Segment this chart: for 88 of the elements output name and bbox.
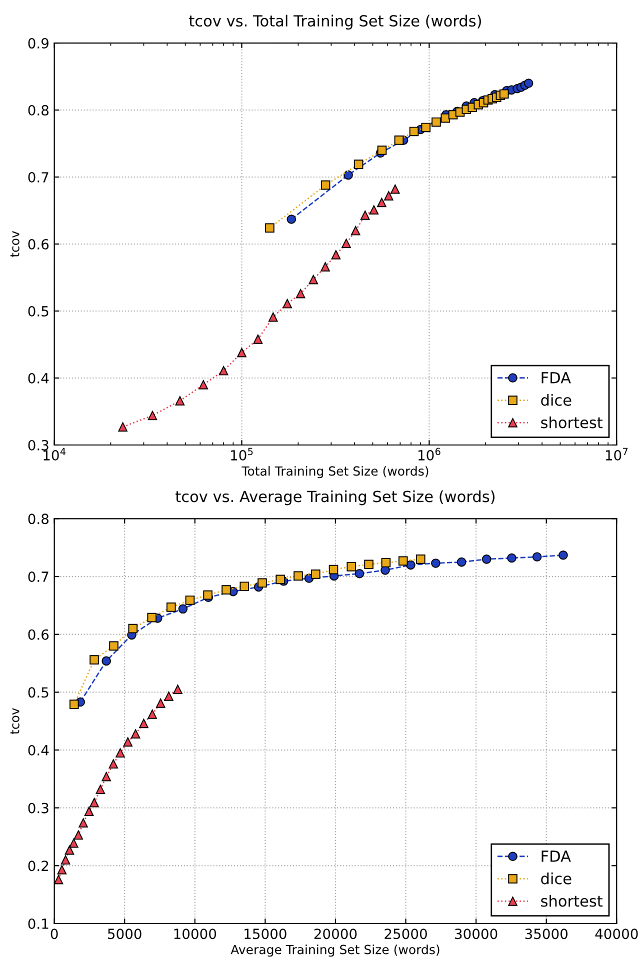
point [69, 700, 79, 709]
y-tick-label: 0.8 [28, 105, 49, 116]
point [166, 602, 176, 612]
point [156, 698, 166, 708]
point [164, 692, 174, 701]
point [222, 585, 231, 594]
x-axis-title: Total Training Set Size (words) [242, 466, 428, 478]
y-axis-title: tcov [10, 231, 20, 258]
y-tick-label: 0.8 [28, 514, 49, 524]
point [482, 554, 492, 564]
point [416, 554, 426, 564]
x-axis-title: Average Training Set Size (words) [230, 944, 440, 957]
point [69, 838, 78, 848]
point [90, 798, 99, 808]
x-tick-label: 30000 [455, 928, 498, 940]
y-tick-label: 0.2 [28, 860, 48, 872]
point [96, 784, 106, 794]
point [173, 684, 182, 694]
y-tick-label: 0.6 [28, 629, 49, 640]
x-tick-label: 0 [50, 928, 58, 940]
point [532, 552, 542, 562]
legend-label: dice [541, 872, 572, 884]
x-tick-label: 15000 [244, 928, 286, 940]
x-tick-label: 10000 [174, 928, 216, 940]
y-tick-label: 0.5 [28, 306, 48, 316]
point [203, 590, 212, 600]
point [398, 556, 408, 566]
point [147, 612, 157, 622]
y-tick-label: 0.5 [28, 687, 48, 698]
y-tick-label: 0.3 [28, 802, 48, 814]
x-tick-label: 10$^{7}$ [606, 448, 628, 461]
point [139, 718, 148, 728]
legend-label: shortest [541, 416, 603, 428]
y-tick-label: 0.9 [28, 38, 48, 49]
y-tick-label: 0.4 [28, 744, 49, 756]
y-tick-label: 0.6 [28, 239, 49, 250]
point [456, 557, 466, 567]
x-tick-label: 10$^{5}$ [231, 448, 253, 461]
point [178, 604, 188, 614]
point [258, 578, 267, 588]
point [346, 562, 356, 572]
legend-label: dice [541, 394, 572, 406]
y-tick-label: 0.7 [28, 571, 48, 582]
point [109, 641, 118, 651]
point [108, 759, 118, 769]
point [128, 624, 138, 634]
point [123, 737, 132, 747]
x-tick-label: 10$^{6}$ [418, 448, 440, 461]
point [74, 830, 84, 840]
point [406, 560, 416, 570]
point [90, 655, 99, 664]
x-tick-label: 25000 [384, 928, 427, 940]
point [60, 855, 70, 865]
y-tick-label: 0.4 [28, 372, 49, 384]
legend-label: FDA [542, 372, 571, 384]
point [57, 865, 67, 874]
point [240, 582, 250, 592]
point [354, 568, 364, 578]
point [116, 748, 125, 758]
y-tick-label: 0.7 [28, 172, 48, 183]
point [364, 560, 374, 570]
point [311, 570, 320, 579]
chart-title: tcov vs. Total Training Set Size (words) [189, 14, 481, 30]
point [328, 564, 338, 574]
point [294, 571, 303, 581]
point [558, 550, 568, 560]
point [507, 553, 516, 563]
x-tick-label: 5000 [108, 928, 142, 940]
point [431, 558, 440, 568]
point [102, 772, 111, 782]
point [102, 656, 111, 666]
point [78, 818, 88, 828]
point [381, 558, 391, 568]
y-axis-title: tcov [10, 708, 20, 734]
point [276, 574, 286, 584]
x-tick-label: 20000 [314, 928, 357, 940]
point [130, 729, 140, 738]
y-tick-label: 0.1 [28, 918, 48, 929]
x-tick-label: 35000 [525, 928, 568, 940]
legend-label: shortest [541, 894, 603, 907]
legend-label: FDA [542, 850, 571, 862]
chart-title: tcov vs. Average Training Set Size (words) [176, 490, 494, 506]
x-tick-label: 40000 [595, 928, 638, 940]
point [185, 596, 195, 605]
point [148, 710, 157, 719]
point [54, 874, 64, 884]
y-tick-label: 0.3 [28, 440, 48, 450]
point [84, 806, 94, 816]
